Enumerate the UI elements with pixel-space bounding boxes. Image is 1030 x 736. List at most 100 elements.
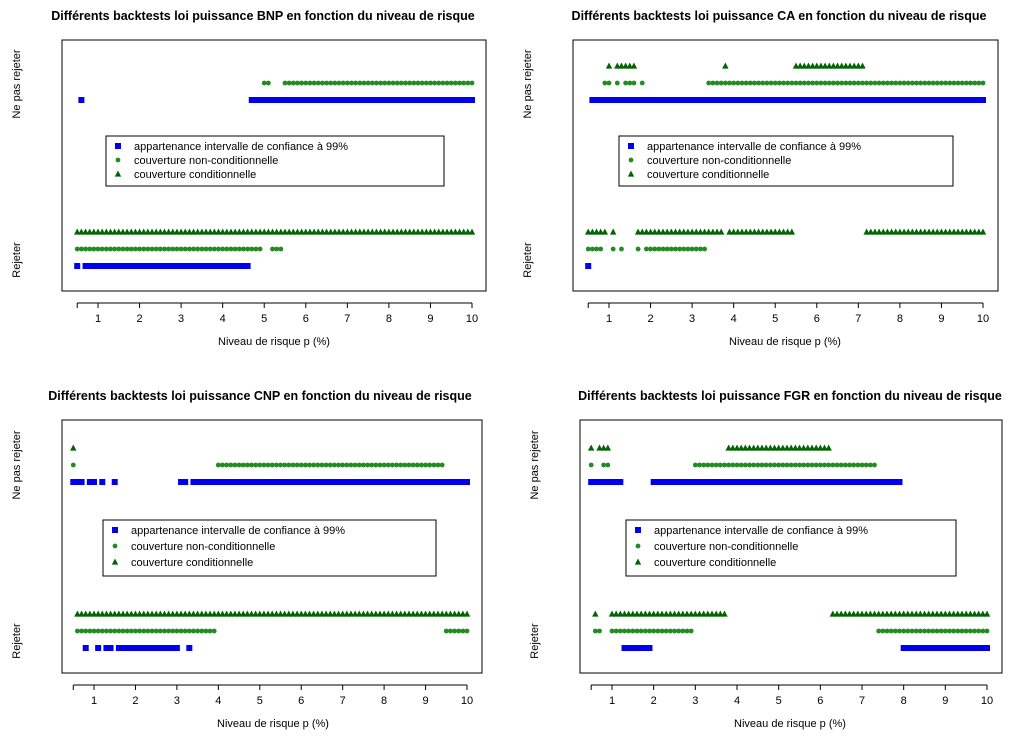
point-interval-accept: [331, 479, 338, 485]
point-non-conditional-accept: [601, 462, 607, 468]
point-non-conditional-accept: [588, 462, 594, 468]
point-interval-accept: [959, 97, 966, 103]
point-conditional-reject: [426, 610, 433, 617]
point-non-conditional-accept: [432, 80, 437, 86]
point-conditional-accept: [787, 444, 795, 451]
point-interval-accept: [617, 479, 624, 485]
data-marks: [585, 62, 987, 269]
point-conditional-reject: [684, 228, 692, 235]
point-conditional-reject: [94, 610, 102, 617]
point-non-conditional-reject: [884, 628, 890, 634]
point-non-conditional-accept: [431, 462, 437, 468]
point-interval-accept: [273, 97, 280, 103]
legend: appartenance intervalle de confiance à 9…: [105, 135, 445, 187]
point-interval-accept: [838, 479, 845, 485]
point-conditional-reject: [368, 610, 375, 617]
point-non-conditional-accept: [835, 80, 840, 86]
point-interval-reject: [186, 263, 193, 269]
point-interval-reject: [938, 645, 945, 651]
point-conditional-reject: [343, 610, 351, 617]
point-conditional-reject: [136, 228, 143, 235]
point-interval-accept: [265, 97, 272, 103]
point-conditional-reject: [829, 610, 837, 617]
panel-cnp: Différents backtests loi puissance CNP e…: [11, 389, 483, 730]
point-conditional-reject: [402, 228, 409, 235]
point-non-conditional-accept: [369, 462, 375, 468]
point-non-conditional-reject: [680, 628, 686, 634]
point-non-conditional-reject: [622, 628, 627, 634]
point-conditional-reject: [423, 228, 430, 235]
point-non-conditional-reject: [220, 246, 226, 252]
point-conditional-reject: [372, 610, 380, 617]
point-interval-accept: [867, 479, 874, 485]
point-interval-reject: [950, 645, 957, 651]
point-non-conditional-reject: [211, 246, 217, 252]
point-interval-accept: [601, 97, 608, 103]
point-non-conditional-accept: [792, 462, 798, 468]
point-non-conditional-accept: [768, 80, 774, 86]
point-non-conditional-accept: [722, 462, 727, 468]
point-conditional-reject: [954, 228, 962, 235]
point-non-conditional-accept: [826, 462, 832, 468]
point-conditional-reject: [959, 228, 966, 235]
point-non-conditional-accept: [377, 462, 383, 468]
point-interval-accept: [729, 479, 736, 485]
point-conditional-reject: [256, 228, 264, 235]
point-conditional-reject: [82, 610, 89, 617]
point-interval-accept: [431, 97, 438, 103]
point-conditional-reject: [642, 610, 649, 617]
point-conditional-reject: [755, 228, 762, 235]
point-non-conditional-reject: [157, 246, 163, 252]
point-conditional-reject: [161, 228, 168, 235]
x-tick-label: 5: [772, 313, 778, 325]
point-interval-accept: [747, 97, 754, 103]
point-conditional-reject: [971, 228, 978, 235]
point-interval-accept: [692, 479, 699, 485]
point-interval-accept: [444, 97, 451, 103]
legend-symbol-conditional: [114, 170, 122, 177]
point-conditional-accept: [725, 444, 732, 451]
point-non-conditional-accept: [797, 80, 803, 86]
point-interval-accept: [323, 479, 330, 485]
plot-frame: [61, 39, 487, 292]
point-interval-accept: [809, 479, 815, 485]
point-non-conditional-reject: [976, 628, 982, 634]
point-interval-reject: [979, 645, 986, 651]
point-conditional-reject: [265, 228, 272, 235]
point-interval-accept: [74, 479, 81, 485]
point-interval-accept: [198, 479, 205, 485]
point-conditional-reject: [389, 610, 396, 617]
point-interval-accept: [364, 479, 371, 485]
point-conditional-accept: [600, 444, 607, 451]
y-label-ne-pas-rejeter: Ne pas rejeter: [11, 430, 23, 499]
point-interval-reject: [74, 263, 81, 269]
point-non-conditional-accept: [876, 80, 882, 86]
point-interval-reject: [227, 263, 234, 269]
point-non-conditional-reject: [124, 628, 130, 634]
point-non-conditional-accept: [398, 462, 404, 468]
point-non-conditional-reject: [108, 628, 113, 634]
point-non-conditional-reject: [186, 628, 192, 634]
point-non-conditional-accept: [365, 462, 370, 468]
point-interval-accept: [651, 97, 658, 103]
legend-entry-non-conditional: couverture non-conditionnelle: [131, 541, 275, 553]
point-conditional-reject: [742, 228, 750, 235]
point-interval-accept: [422, 479, 429, 485]
legend-symbol-non-conditional: [628, 157, 634, 163]
point-conditional-reject: [252, 610, 259, 617]
point-conditional-reject: [687, 610, 695, 617]
point-non-conditional-reject: [668, 246, 674, 252]
y-label-ne-pas-rejeter: Ne pas rejeter: [529, 430, 541, 499]
point-conditional-reject: [625, 610, 632, 617]
point-conditional-reject: [967, 228, 974, 235]
point-conditional-reject: [248, 228, 255, 235]
point-conditional-reject: [389, 228, 397, 235]
point-conditional-accept: [722, 62, 729, 69]
point-interval-accept: [659, 479, 665, 485]
point-conditional-reject: [322, 610, 330, 617]
point-non-conditional-reject: [644, 246, 649, 252]
point-interval-reject: [86, 263, 93, 269]
point-interval-accept: [950, 97, 957, 103]
point-interval-reject: [103, 263, 110, 269]
point-non-conditional-reject: [688, 628, 694, 634]
